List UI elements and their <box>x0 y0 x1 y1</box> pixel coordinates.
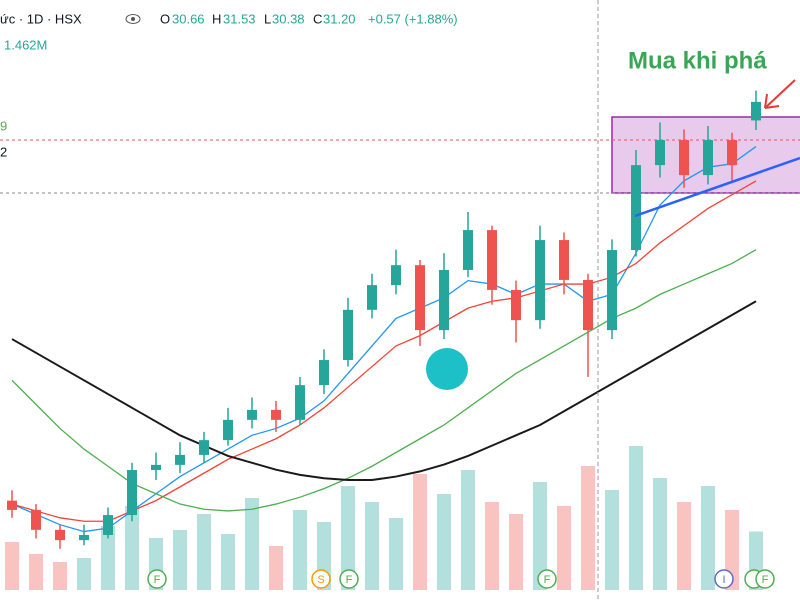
volume-bar <box>5 542 19 590</box>
candle-body <box>607 250 617 331</box>
ohlc-value: 31.53 <box>223 11 256 26</box>
candle-body <box>511 289 521 321</box>
candle-body <box>751 101 761 121</box>
event[interactable]: F <box>755 569 775 589</box>
candle-body <box>439 269 449 331</box>
candle-body <box>127 470 137 516</box>
annotation: Mua khi phá <box>628 47 767 74</box>
volume-bar <box>173 530 187 590</box>
volume-bar <box>485 502 499 590</box>
candle-body <box>295 385 305 420</box>
candle-body <box>559 240 569 280</box>
volume-bar <box>29 554 43 590</box>
eye-icon[interactable] <box>125 14 141 24</box>
candle-body <box>31 509 41 530</box>
volume-bar <box>125 506 139 590</box>
candle-body <box>199 440 209 455</box>
ma-line <box>11 300 757 481</box>
candle-body <box>703 140 713 176</box>
volume-bar <box>653 478 667 590</box>
candle-body <box>679 140 689 176</box>
volume-bar <box>365 502 379 590</box>
candle-body <box>391 265 401 286</box>
candle-body <box>583 279 593 331</box>
candle-body <box>223 419 233 441</box>
candle-body <box>655 140 665 166</box>
candle-body <box>727 140 737 166</box>
volume-bar <box>437 494 451 590</box>
candle-body <box>343 309 353 361</box>
ohlc-key: H <box>212 11 221 26</box>
arrow <box>764 79 796 109</box>
side-label: 2 <box>0 144 7 159</box>
candle-body <box>103 515 113 535</box>
candle-body <box>247 409 257 420</box>
candle-body <box>175 454 185 465</box>
candle-body <box>319 360 329 386</box>
change: +0.57 (+1.88%) <box>368 11 458 26</box>
candle-body <box>535 240 545 321</box>
ohlc-key: O <box>160 11 170 26</box>
trendline <box>634 156 800 218</box>
side-label: 9 <box>0 118 7 133</box>
candle-body <box>463 230 473 270</box>
volume-bar <box>677 502 691 590</box>
volume-bar <box>725 510 739 590</box>
event[interactable]: F <box>339 569 359 589</box>
volume-bar <box>605 490 619 590</box>
candle-body <box>415 265 425 331</box>
volume-bar <box>197 514 211 590</box>
event-label: F <box>762 574 769 586</box>
symbol: ức · 1D · HSX <box>0 11 82 26</box>
candle-body <box>55 529 65 541</box>
ohlc-value: 31.20 <box>323 11 356 26</box>
event-label: S <box>317 574 324 586</box>
event[interactable]: I <box>714 569 734 589</box>
candle-body <box>151 464 161 471</box>
candle-body <box>367 285 377 310</box>
event-label: F <box>346 574 353 586</box>
volume-bar <box>581 466 595 590</box>
volume-bar <box>101 526 115 590</box>
volume-bar <box>389 518 403 590</box>
volume-bar <box>293 510 307 590</box>
ohlc-key: L <box>264 11 271 26</box>
event[interactable]: F <box>147 569 167 589</box>
events: F S F F I F <box>147 569 775 589</box>
candle-body <box>271 409 281 420</box>
event-label: I <box>722 574 725 586</box>
volume-bar <box>701 486 715 590</box>
volume-bar <box>509 514 523 590</box>
volume-bar <box>221 534 235 590</box>
event[interactable]: F <box>537 569 557 589</box>
candle-body <box>7 500 17 510</box>
volume-bar <box>629 446 643 590</box>
volume-bar <box>557 506 571 590</box>
candle-body <box>631 165 641 251</box>
ohlc-value: 30.38 <box>272 11 305 26</box>
volume-bar <box>269 546 283 590</box>
volume-bar <box>245 498 259 590</box>
ohlc-value: 30.66 <box>172 11 205 26</box>
event[interactable]: S <box>311 569 331 589</box>
candle-body <box>487 230 497 290</box>
volume-bar <box>77 558 91 590</box>
volume-bar <box>341 486 355 590</box>
volume-bar <box>53 562 67 590</box>
volume-bar <box>533 482 547 590</box>
event-label: F <box>544 574 551 586</box>
cursor-dot <box>426 348 468 390</box>
ohlc-key: C <box>313 11 322 26</box>
volume-bar <box>413 474 427 590</box>
volume-bar <box>461 470 475 590</box>
event-label: F <box>154 574 161 586</box>
volume-label: 1.462M <box>4 37 47 52</box>
layer <box>0 90 800 590</box>
candle-body <box>79 535 89 541</box>
